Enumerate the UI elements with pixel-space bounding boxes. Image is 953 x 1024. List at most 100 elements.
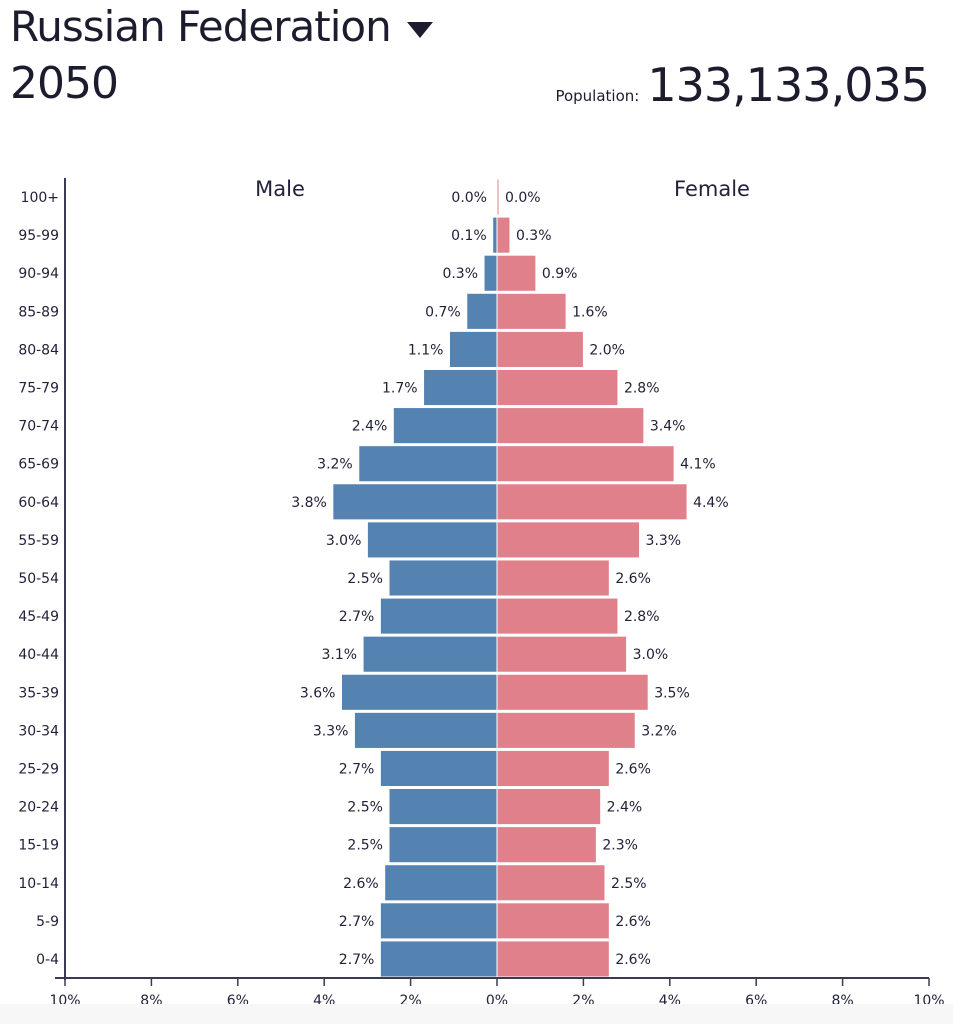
male-bar	[353, 711, 498, 749]
male-bar	[492, 216, 498, 254]
female-bar	[496, 711, 636, 749]
male-value-label: 2.5%	[347, 571, 383, 587]
male-value-label: 1.7%	[382, 381, 418, 397]
male-value-label: 0.0%	[451, 190, 487, 206]
female-bar	[496, 483, 688, 521]
female-bar	[496, 178, 500, 216]
female-value-label: 2.8%	[624, 609, 660, 625]
female-value-label: 2.5%	[611, 876, 647, 892]
female-bar	[496, 788, 602, 826]
female-value-label: 2.6%	[615, 914, 651, 930]
female-bar	[496, 940, 610, 978]
female-bar	[496, 826, 597, 864]
female-bar	[496, 216, 511, 254]
male-bar	[392, 407, 498, 445]
female-bar	[496, 445, 675, 483]
male-bar	[379, 749, 498, 788]
female-value-label: 3.4%	[650, 419, 686, 435]
female-value-label: 0.3%	[516, 228, 552, 244]
female-value-label: 0.9%	[542, 266, 578, 282]
female-bar	[496, 254, 537, 292]
male-value-label: 2.4%	[352, 419, 388, 435]
male-value-label: 2.5%	[347, 800, 383, 816]
legend-female: Female	[674, 177, 750, 201]
female-bar	[496, 559, 610, 597]
female-bar	[496, 521, 641, 559]
female-value-label: 4.4%	[693, 495, 729, 511]
male-bar	[466, 292, 498, 330]
male-value-label: 3.3%	[313, 723, 349, 739]
male-value-label: 2.7%	[339, 609, 375, 625]
age-group-label: 40-44	[18, 647, 59, 663]
male-value-label: 0.1%	[451, 228, 487, 244]
age-group-label: 10-14	[18, 876, 59, 892]
female-value-label: 0.0%	[505, 190, 541, 206]
male-bar	[379, 597, 498, 635]
female-value-label: 2.8%	[624, 381, 660, 397]
age-group-label: 5-9	[36, 914, 59, 930]
male-bar	[379, 940, 498, 978]
dropdown-caret-icon[interactable]	[406, 21, 433, 38]
male-bar	[388, 826, 498, 864]
male-bar	[332, 483, 498, 521]
female-value-label: 3.5%	[654, 685, 690, 701]
female-value-label: 2.6%	[615, 952, 651, 968]
male-value-label: 3.1%	[322, 647, 358, 663]
female-value-label: 2.3%	[602, 838, 638, 854]
male-value-label: 3.2%	[317, 457, 353, 473]
female-bar	[496, 749, 610, 788]
male-bar	[379, 902, 498, 940]
age-group-label: 65-69	[18, 457, 59, 473]
age-group-label: 35-39	[18, 685, 59, 701]
age-group-label: 80-84	[18, 342, 59, 358]
age-group-label: 50-54	[18, 571, 59, 587]
male-bar	[384, 864, 498, 902]
male-value-label: 3.8%	[291, 495, 327, 511]
female-bar	[496, 597, 619, 635]
female-value-label: 1.6%	[572, 304, 608, 320]
male-bar	[366, 521, 498, 559]
female-value-label: 2.0%	[589, 342, 625, 358]
age-group-label: 90-94	[18, 266, 59, 282]
female-bar	[496, 864, 606, 902]
age-group-label: 60-64	[18, 495, 59, 511]
male-value-label: 2.7%	[339, 914, 375, 930]
female-value-label: 3.0%	[633, 647, 669, 663]
age-group-label: 15-19	[18, 838, 59, 854]
male-value-label: 3.6%	[300, 685, 336, 701]
male-bar	[388, 788, 498, 826]
female-value-label: 2.4%	[607, 800, 643, 816]
female-value-label: 4.1%	[680, 457, 716, 473]
country-name: Russian Federation	[10, 2, 392, 51]
male-value-label: 2.7%	[339, 761, 375, 777]
female-bar	[496, 902, 610, 940]
male-value-label: 1.1%	[408, 342, 444, 358]
age-group-label: 70-74	[18, 419, 59, 435]
male-bar	[358, 445, 498, 483]
female-value-label: 3.2%	[641, 723, 677, 739]
male-value-label: 2.6%	[343, 876, 379, 892]
male-bar	[483, 254, 498, 292]
female-value-label: 2.6%	[615, 571, 651, 587]
male-value-label: 0.3%	[442, 266, 478, 282]
female-bar	[496, 635, 628, 673]
male-value-label: 2.7%	[339, 952, 375, 968]
male-value-label: 3.0%	[326, 533, 362, 549]
age-group-label: 100+	[21, 190, 59, 206]
country-selector[interactable]: Russian Federation	[10, 2, 433, 51]
age-group-label: 95-99	[18, 228, 59, 244]
footer-strip	[0, 1004, 953, 1024]
age-group-label: 85-89	[18, 304, 59, 320]
age-group-label: 30-34	[18, 723, 59, 739]
age-group-label: 0-4	[36, 952, 59, 968]
population-display: Population: 133,133,035	[555, 58, 930, 112]
age-group-label: 45-49	[18, 609, 59, 625]
legend-male: Male	[255, 177, 305, 201]
female-bar	[496, 292, 567, 330]
population-value: 133,133,035	[647, 58, 930, 112]
female-value-label: 2.6%	[615, 761, 651, 777]
age-group-label: 55-59	[18, 533, 59, 549]
age-group-label: 25-29	[18, 761, 59, 777]
age-group-label: 20-24	[18, 800, 59, 816]
